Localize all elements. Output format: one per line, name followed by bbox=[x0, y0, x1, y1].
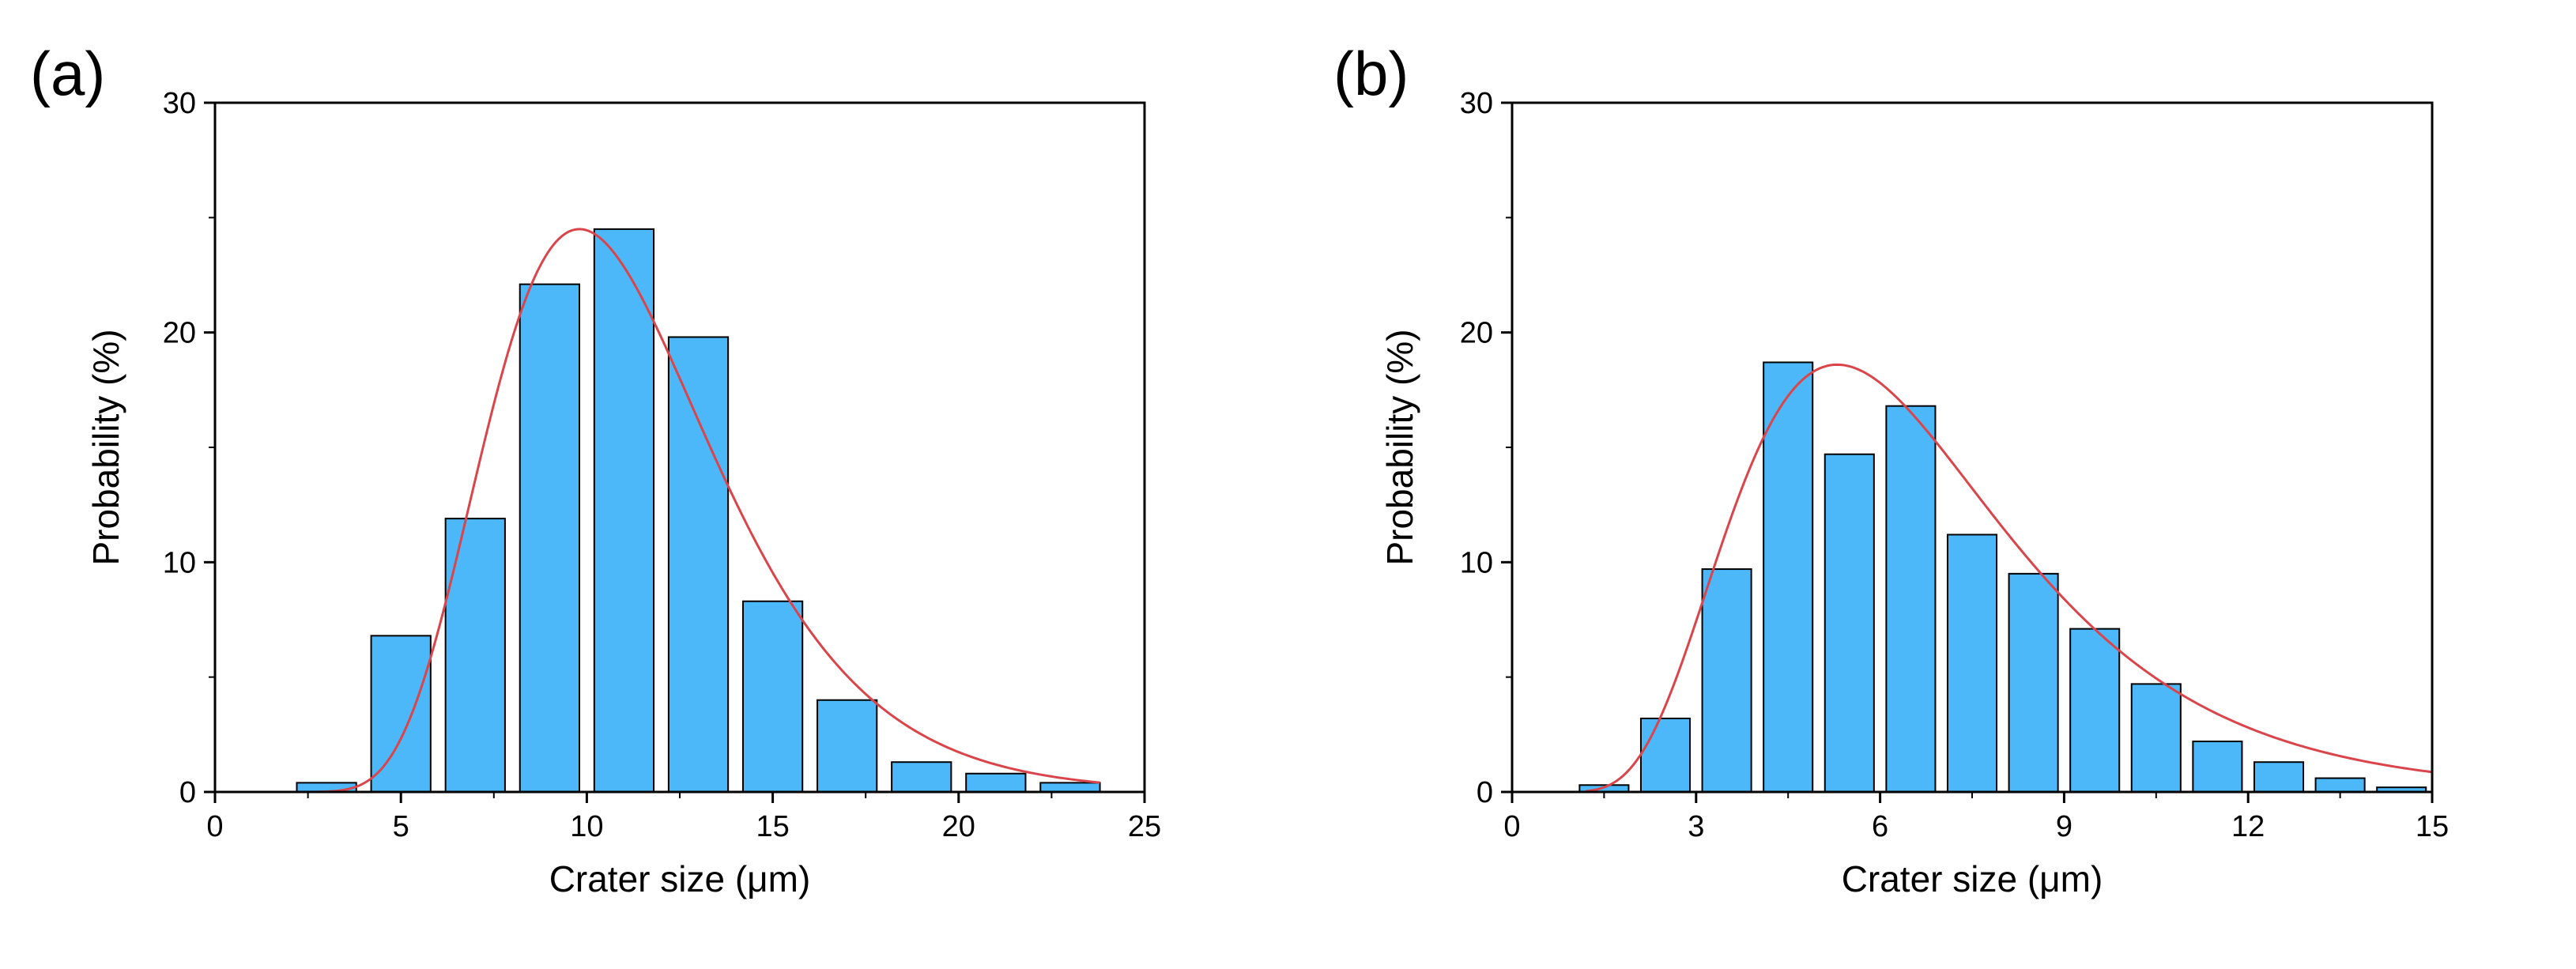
chart-a-svg: (a) 0 5 10 15 20 25 0 10 20 30 Crater size (μm) Prob… bbox=[30, 39, 1161, 899]
chart-panel-b: (b) 0 3 6 9 12 15 0 10 20 30 Crater size (μm) Probab… bbox=[1288, 0, 2576, 969]
chart-a-x-tick-label: 25 bbox=[1128, 810, 1161, 843]
chart-a-x-tick-label: 15 bbox=[756, 810, 789, 843]
chart-b-x-tick-label: 0 bbox=[1503, 810, 1520, 843]
chart-b-svg: (b) 0 3 6 9 12 15 0 10 20 30 Crater size (μm) Probab… bbox=[1333, 39, 2449, 899]
chart-b-x-tick-label: 6 bbox=[1872, 810, 1888, 843]
chart-a-bar bbox=[593, 228, 655, 794]
chart-a-x-tick-label: 20 bbox=[942, 810, 975, 843]
chart-b-y-tick-label: 0 bbox=[1477, 776, 1493, 809]
chart-b-bar bbox=[1701, 568, 1752, 793]
chart-a-y-tick-label: 20 bbox=[163, 317, 196, 350]
chart-a-bar bbox=[1039, 782, 1101, 794]
chart-b-bar bbox=[1824, 453, 1875, 793]
chart-b-x-tick-label: 15 bbox=[2416, 810, 2449, 843]
chart-b-bar bbox=[2192, 741, 2243, 794]
chart-panel-a: (a) 0 5 10 15 20 25 0 10 20 30 Crater size (μm) Prob… bbox=[30, 39, 1161, 899]
chart-a-bar bbox=[370, 635, 432, 794]
chart-b-fit-curve bbox=[1585, 363, 2433, 793]
chart-a-panel-label: (a) bbox=[30, 39, 105, 108]
chart-a-x-tick-label: 0 bbox=[206, 810, 223, 843]
chart-a-x-tick-label: 5 bbox=[393, 810, 409, 843]
chart-b-bar bbox=[2008, 572, 2059, 793]
chart-b-y-axis-label: Probability (%) bbox=[1379, 329, 1420, 565]
chart-a-x-tick-label: 10 bbox=[570, 810, 603, 843]
chart-a-bar bbox=[891, 761, 952, 793]
chart-a-fit-curve bbox=[304, 228, 1100, 794]
chart-b-bar bbox=[1763, 361, 1814, 794]
chart-b-bar bbox=[2253, 761, 2305, 793]
chart-b-panel-label: (b) bbox=[1333, 39, 1409, 108]
chart-b-y-tick-label: 30 bbox=[1460, 87, 1493, 120]
chart-b-y-tick-label: 10 bbox=[1460, 546, 1493, 579]
chart-b-bar bbox=[2069, 628, 2121, 793]
chart-b-bar bbox=[1885, 405, 1937, 793]
chart-a-y-axis-label: Probability (%) bbox=[85, 329, 126, 565]
chart-a-bar bbox=[817, 699, 878, 794]
chart-a-y-tick-label: 30 bbox=[163, 87, 196, 120]
chart-a-bar bbox=[519, 283, 580, 794]
chart-b-bar bbox=[1639, 717, 1692, 794]
chart-a-y-tick-label: 0 bbox=[179, 776, 196, 809]
chart-a-bar bbox=[667, 336, 730, 794]
chart-b-y-tick-label: 20 bbox=[1460, 317, 1493, 350]
chart-b-x-axis-label: Crater size (μm) bbox=[1842, 858, 2103, 899]
chart-a-x-axis-label: Crater size (μm) bbox=[549, 858, 811, 899]
chart-b-bar bbox=[2314, 777, 2366, 793]
chart-a-y-tick-label: 10 bbox=[163, 546, 196, 579]
chart-b-x-tick-label: 9 bbox=[2056, 810, 2072, 843]
chart-a-bar bbox=[741, 600, 804, 793]
chart-a-bar bbox=[444, 518, 506, 794]
chart-b-bar bbox=[2130, 683, 2182, 793]
chart-b-bar bbox=[1946, 534, 1998, 793]
chart-b-x-tick-label: 12 bbox=[2231, 810, 2265, 843]
chart-a-bar bbox=[965, 772, 1027, 793]
chart-b-x-tick-label: 3 bbox=[1688, 810, 1704, 843]
